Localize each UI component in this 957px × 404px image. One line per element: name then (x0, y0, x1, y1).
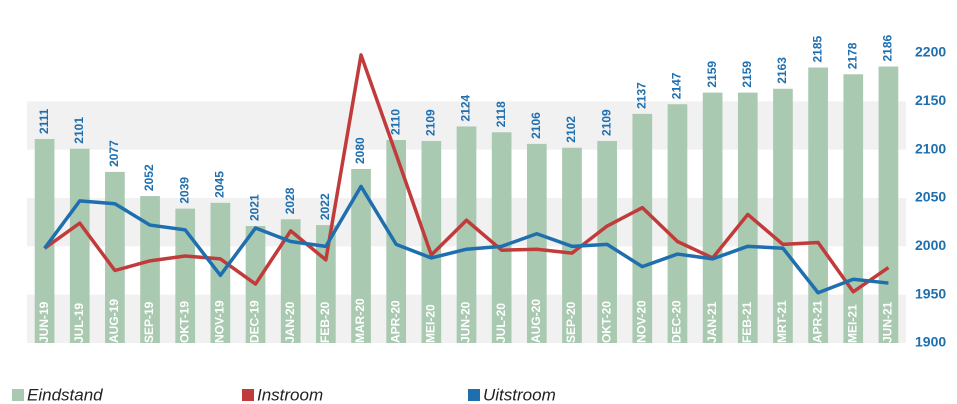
bar (34, 139, 55, 343)
bar (632, 113, 653, 344)
x-tick-label: JUN-21 (881, 301, 895, 343)
bar (526, 143, 547, 343)
bar (737, 92, 758, 343)
bar (69, 148, 90, 343)
value-label: 2080 (353, 137, 367, 164)
value-label: 2147 (670, 72, 684, 99)
x-tick-label: MAR-20 (353, 298, 367, 343)
value-label: 2110 (388, 109, 402, 135)
x-tick-label: JUN-19 (37, 301, 51, 343)
value-label: 2118 (494, 101, 508, 127)
bar (105, 171, 125, 343)
value-label: 2109 (599, 109, 613, 136)
bar (702, 92, 723, 343)
x-tick-label: FEB-21 (740, 301, 754, 343)
value-label: 2022 (318, 193, 332, 220)
y-tick-label: 2100 (915, 140, 946, 156)
bar (421, 140, 442, 343)
line (43, 184, 889, 295)
value-label: 2045 (213, 171, 227, 198)
x-tick-label: FEB-20 (318, 301, 332, 343)
value-label: 2163 (775, 57, 789, 84)
x-tick-label: AUG-19 (107, 299, 121, 343)
value-label: 2111 (37, 108, 51, 134)
line (43, 53, 890, 294)
bar (808, 67, 828, 343)
y-tick-label: 1900 (915, 334, 946, 350)
value-label: 2039 (177, 177, 191, 204)
y-tick-label: 2000 (915, 237, 946, 253)
x-tick-label: MEI-21 (845, 304, 859, 343)
value-label: 2159 (705, 61, 719, 88)
bar (140, 196, 160, 343)
x-tick-label: OKT-19 (177, 301, 191, 343)
x-tick-label: JUN-20 (459, 301, 473, 343)
bar (280, 219, 301, 343)
value-label: 2159 (740, 61, 754, 88)
bar (351, 169, 371, 343)
x-tick-label: MEI-20 (424, 304, 438, 343)
value-label: 2102 (564, 116, 578, 143)
x-tick-label: JAN-21 (705, 301, 719, 343)
legend-swatch (468, 389, 480, 401)
x-tick-label: DEC-19 (248, 300, 262, 343)
legend-label: Instroom (257, 385, 323, 404)
bar (878, 66, 899, 344)
y-tick-label: 1950 (915, 285, 946, 301)
bar (456, 126, 477, 343)
x-tick-label: SEP-20 (564, 301, 578, 343)
bar (773, 88, 793, 344)
y-tick-label: 2150 (915, 92, 946, 108)
legend-swatch (12, 389, 24, 401)
value-label: 2185 (810, 35, 824, 62)
x-tick-label: MRT-21 (775, 300, 789, 343)
y-tick-label: 2200 (915, 44, 946, 60)
value-label: 2028 (283, 187, 297, 214)
value-label: 2109 (424, 109, 438, 136)
bar (667, 104, 688, 343)
x-tick-label: JUL-20 (494, 303, 508, 343)
value-label: 2106 (529, 112, 543, 139)
value-label: 2077 (107, 140, 121, 167)
x-tick-label: AUG-20 (529, 299, 543, 343)
bar (843, 74, 864, 344)
x-tick-label: NOV-20 (634, 300, 648, 343)
bar (597, 140, 617, 343)
value-label: 2021 (248, 194, 262, 221)
x-tick-label: APR-20 (388, 300, 402, 343)
x-tick-label: SEP-19 (142, 301, 156, 343)
x-tick-label: OKT-20 (599, 301, 613, 343)
value-label: 2137 (634, 82, 648, 109)
x-tick-label: APR-21 (810, 300, 824, 343)
legend-swatch (242, 389, 254, 401)
value-label: 2052 (142, 164, 156, 191)
x-tick-label: JAN-20 (283, 301, 297, 343)
y-tick-label: 2050 (915, 189, 946, 205)
legend-label: Uitstroom (483, 385, 556, 404)
value-label: 2186 (881, 35, 895, 62)
x-tick-label: NOV-19 (213, 300, 227, 343)
legend-label: Eindstand (27, 385, 103, 404)
value-label: 2101 (72, 117, 86, 144)
bar (491, 132, 512, 343)
value-label: 2124 (459, 94, 473, 121)
x-tick-label: JUL-19 (72, 303, 86, 343)
value-label: 2178 (845, 42, 859, 69)
bar (175, 208, 196, 343)
x-tick-label: DEC-20 (670, 300, 684, 343)
